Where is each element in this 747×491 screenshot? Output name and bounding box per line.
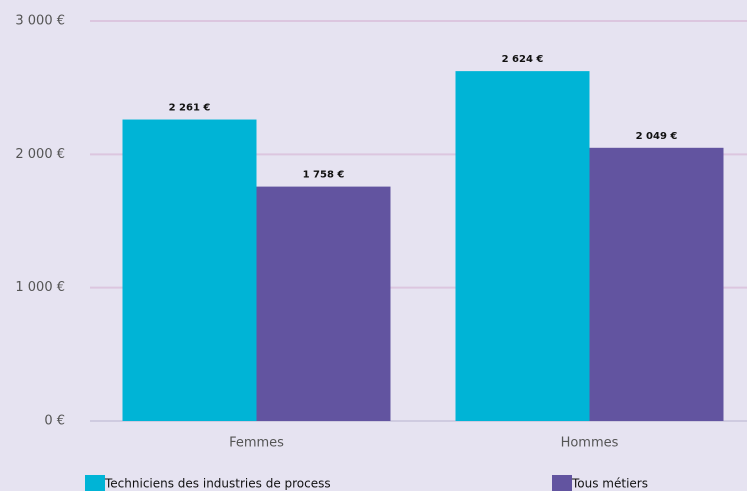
x-tick-label: Femmes: [229, 436, 284, 451]
legend-swatch: [552, 475, 572, 491]
legend-label: Techniciens des industries de process: [104, 477, 331, 491]
legend-swatch: [85, 475, 105, 491]
y-tick-label: 3 000 €: [15, 14, 65, 29]
bar: [455, 71, 590, 421]
bar: [256, 186, 391, 421]
value-label: 2 049 €: [636, 131, 678, 142]
bar: [122, 119, 257, 422]
value-label: 2 624 €: [502, 54, 544, 65]
legend-label: Tous métiers: [571, 477, 648, 491]
y-tick-label: 1 000 €: [15, 280, 65, 295]
bar: [589, 147, 724, 422]
y-tick-label: 2 000 €: [15, 147, 65, 162]
y-tick-label: 0 €: [44, 414, 65, 429]
x-tick-label: Hommes: [561, 436, 619, 451]
value-label: 1 758 €: [303, 170, 345, 181]
value-label: 2 261 €: [169, 103, 211, 114]
